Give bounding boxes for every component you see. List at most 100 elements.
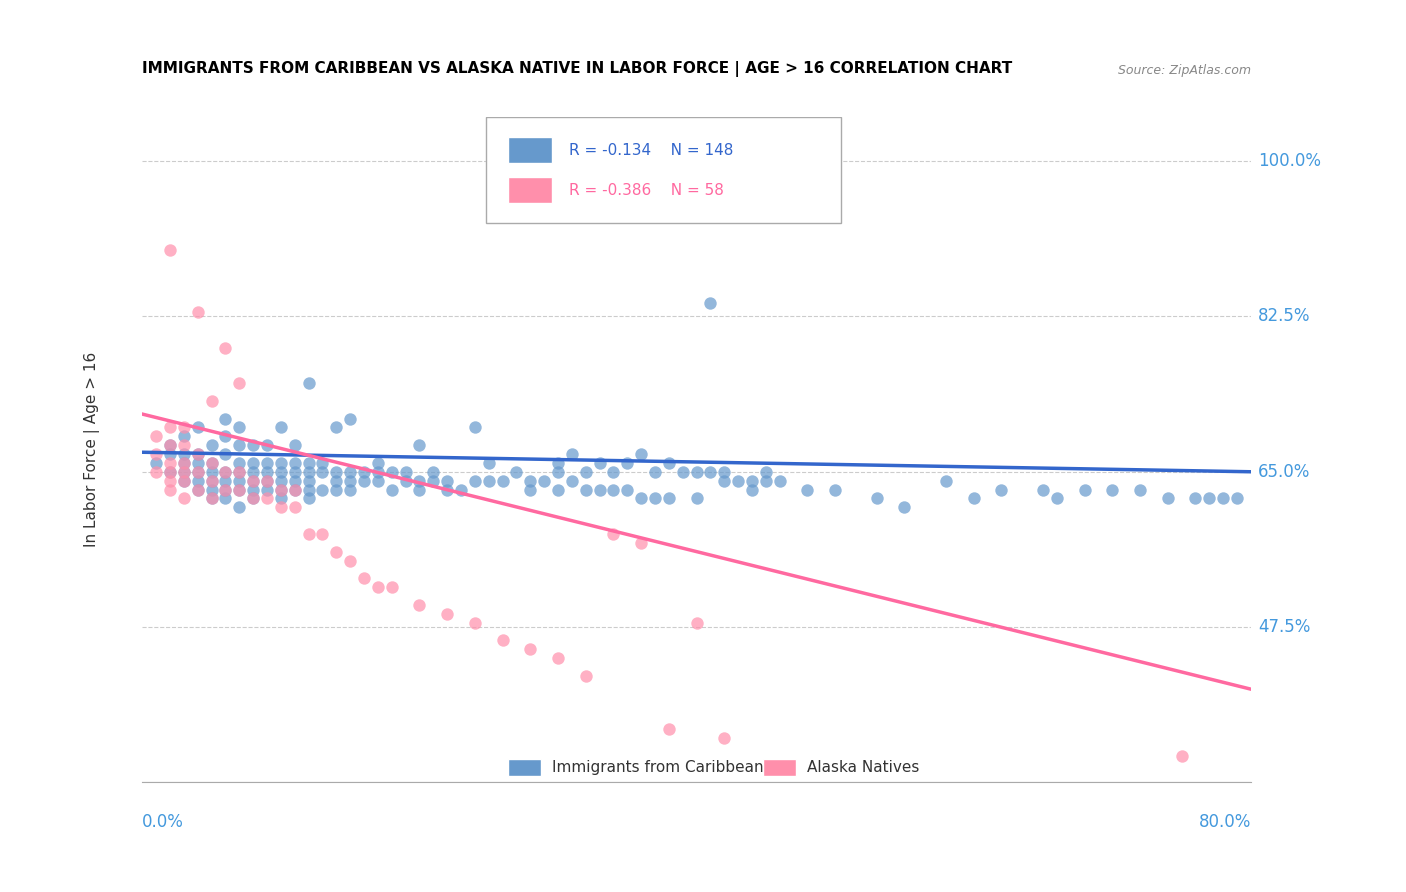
Point (270, 456, 292, 470)
Point (284, 456, 307, 470)
Point (450, 483, 472, 497)
Point (256, 456, 278, 470)
Point (201, 465, 224, 479)
Point (214, 483, 236, 497)
Point (201, 491, 224, 506)
Point (311, 527, 333, 541)
Point (270, 483, 292, 497)
Point (173, 491, 195, 506)
Point (339, 553, 361, 567)
Point (201, 456, 224, 470)
Point (963, 491, 986, 506)
Point (145, 447, 167, 461)
Point (658, 491, 681, 506)
Point (173, 474, 195, 488)
Point (187, 483, 209, 497)
Text: 0.0%: 0.0% (142, 814, 184, 831)
FancyBboxPatch shape (508, 759, 541, 776)
Point (325, 544, 347, 558)
Point (187, 465, 209, 479)
Point (394, 474, 416, 488)
Point (478, 474, 501, 488)
Text: 47.5%: 47.5% (1258, 618, 1310, 636)
Point (1032, 483, 1054, 497)
Point (325, 465, 347, 479)
Point (256, 438, 278, 452)
Point (256, 474, 278, 488)
Point (284, 438, 307, 452)
Point (367, 456, 389, 470)
Point (630, 491, 652, 506)
Point (270, 491, 292, 506)
Point (727, 474, 749, 488)
Point (464, 420, 486, 434)
Point (187, 465, 209, 479)
Point (741, 483, 763, 497)
Point (658, 722, 681, 736)
Point (1157, 491, 1180, 506)
Point (935, 474, 957, 488)
Point (381, 483, 404, 497)
Point (547, 483, 569, 497)
Point (159, 465, 181, 479)
Point (547, 465, 569, 479)
Point (408, 483, 430, 497)
Point (381, 465, 404, 479)
Point (713, 465, 735, 479)
Point (533, 474, 555, 488)
Point (1212, 491, 1234, 506)
Point (325, 483, 347, 497)
Point (256, 483, 278, 497)
Point (159, 465, 181, 479)
Point (187, 456, 209, 470)
Point (214, 465, 236, 479)
Point (187, 305, 209, 319)
Point (519, 642, 541, 657)
Point (228, 465, 250, 479)
Point (284, 474, 307, 488)
Point (214, 429, 236, 443)
Point (214, 341, 236, 355)
Text: Source: ZipAtlas.com: Source: ZipAtlas.com (1118, 64, 1251, 77)
Point (298, 474, 321, 488)
Point (270, 465, 292, 479)
Point (644, 491, 666, 506)
Point (602, 527, 624, 541)
Point (408, 438, 430, 452)
Point (491, 633, 513, 648)
Point (1129, 483, 1152, 497)
Point (228, 483, 250, 497)
Point (201, 474, 224, 488)
Point (575, 465, 598, 479)
Point (699, 296, 721, 310)
Text: Immigrants from Caribbean: Immigrants from Caribbean (553, 760, 763, 775)
Point (1170, 748, 1192, 763)
Point (159, 438, 181, 452)
Point (242, 483, 264, 497)
Point (367, 474, 389, 488)
Point (602, 465, 624, 479)
Point (159, 243, 181, 257)
Text: IMMIGRANTS FROM CARIBBEAN VS ALASKA NATIVE IN LABOR FORCE | AGE > 16 CORRELATION: IMMIGRANTS FROM CARIBBEAN VS ALASKA NATI… (142, 61, 1012, 77)
Point (242, 456, 264, 470)
Point (159, 474, 181, 488)
Point (187, 447, 209, 461)
Point (298, 491, 321, 506)
Point (228, 456, 250, 470)
Point (270, 420, 292, 434)
Point (575, 669, 598, 683)
Point (173, 447, 195, 461)
Point (173, 456, 195, 470)
Point (173, 438, 195, 452)
Point (173, 429, 195, 443)
Point (145, 429, 167, 443)
FancyBboxPatch shape (763, 759, 796, 776)
Point (713, 474, 735, 488)
Point (1198, 491, 1220, 506)
Text: Alaska Natives: Alaska Natives (807, 760, 920, 775)
Point (311, 465, 333, 479)
Point (228, 420, 250, 434)
Text: R = -0.386    N = 58: R = -0.386 N = 58 (569, 183, 724, 197)
Point (436, 483, 458, 497)
Point (201, 491, 224, 506)
